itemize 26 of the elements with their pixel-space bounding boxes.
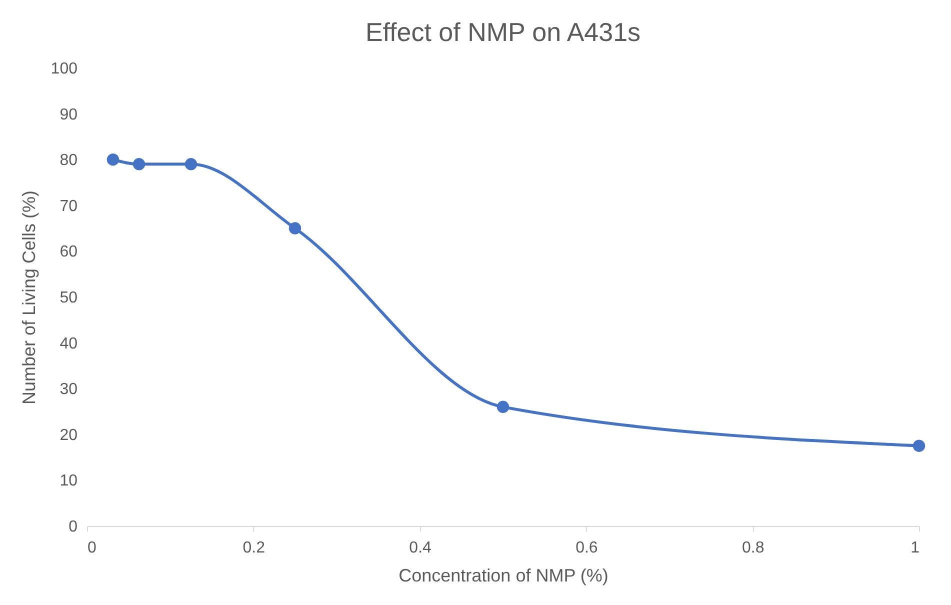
point bbox=[106, 153, 120, 166]
point bbox=[912, 440, 926, 452]
point bbox=[288, 222, 302, 234]
y-tick-label: 50 bbox=[60, 290, 78, 306]
x-tick-label: 0 bbox=[88, 540, 96, 556]
y-tick-label: 20 bbox=[60, 426, 78, 444]
y-tick-label: 80 bbox=[60, 152, 78, 170]
point bbox=[132, 158, 146, 170]
x-axis-title: Concentration of NMP (%) bbox=[398, 566, 608, 586]
x-tick-label: 0.4 bbox=[409, 540, 432, 556]
point bbox=[496, 400, 510, 414]
y-tick-label: 0 bbox=[68, 518, 78, 536]
y-tick-label: 70 bbox=[60, 198, 78, 215]
y-tick-label: 30 bbox=[60, 381, 78, 398]
y-tick-label: 100 bbox=[50, 60, 78, 78]
point bbox=[184, 158, 198, 170]
x-tick-label: 0.2 bbox=[242, 540, 266, 556]
x-tick-label: 1 bbox=[910, 540, 920, 556]
x-tick-label: 0.8 bbox=[742, 540, 764, 556]
y-tick-label: 10 bbox=[60, 472, 78, 490]
y-axis-title: Number of Living Cells (%) bbox=[18, 190, 39, 405]
y-tick-label: 40 bbox=[60, 335, 78, 352]
y-tick-label: 60 bbox=[60, 244, 78, 261]
y-tick-label: 90 bbox=[60, 106, 78, 124]
x-tick-label: 0.6 bbox=[576, 540, 598, 556]
chart-title: Effect of NMP on A431s bbox=[365, 17, 641, 47]
